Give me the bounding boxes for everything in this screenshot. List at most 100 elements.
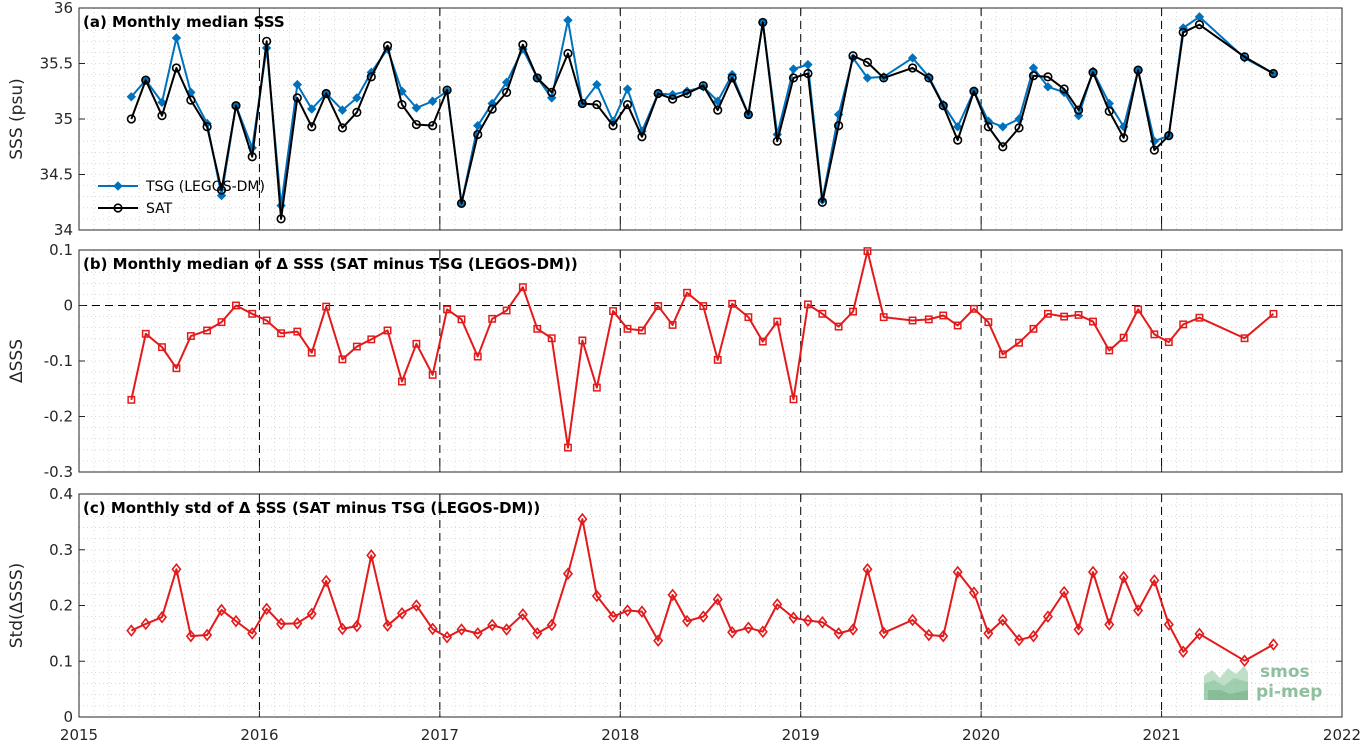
data-point	[1119, 333, 1128, 342]
data-point	[1104, 106, 1114, 116]
y-tick-label: -0.3	[44, 463, 73, 481]
data-point	[727, 625, 738, 639]
legend-item: TSG (LEGOS-DM)	[98, 179, 265, 195]
data-point	[1118, 570, 1129, 584]
data-point	[1269, 309, 1278, 318]
data-point	[1042, 610, 1053, 623]
data-point	[938, 101, 948, 111]
x-axis: 2015 2016 2017 2018 2019 2020 2021 2022	[60, 726, 1361, 744]
data-point	[758, 337, 767, 346]
data-point	[262, 316, 271, 325]
data-point	[457, 315, 466, 324]
data-point	[817, 615, 828, 629]
data-point	[758, 17, 768, 28]
data-point	[849, 307, 857, 316]
data-point	[411, 119, 422, 130]
data-point	[532, 627, 543, 640]
data-point	[983, 122, 993, 132]
panel-title: (c) Monthly std of Δ SSS (SAT minus TSG …	[83, 499, 540, 517]
x-tick-label: 2020	[962, 726, 1000, 744]
data-point	[307, 348, 316, 357]
data-point	[879, 73, 889, 83]
data-point	[337, 123, 348, 133]
data-point	[608, 121, 618, 131]
data-point	[337, 622, 348, 636]
data-point	[712, 593, 723, 606]
logo-line1: smos	[1260, 662, 1310, 682]
panel-title: (a) Monthly median SSS	[83, 13, 285, 31]
data-point	[757, 625, 768, 638]
data-point	[366, 72, 376, 82]
data-point	[472, 627, 483, 640]
data-point	[713, 105, 723, 115]
grid	[79, 250, 1342, 472]
legend-label: TSG (LEGOS-DM)	[145, 179, 265, 195]
data-point	[938, 629, 949, 643]
data-point	[547, 87, 557, 97]
data-point	[998, 350, 1007, 359]
x-tick-label: 2015	[60, 726, 98, 744]
data-point	[789, 395, 798, 404]
data-point	[1060, 312, 1069, 321]
data-point	[1133, 65, 1143, 75]
data-point	[818, 309, 827, 318]
data-point	[217, 318, 226, 327]
data-point	[247, 627, 258, 640]
data-point	[1043, 309, 1052, 318]
data-point	[231, 101, 241, 111]
data-point	[1015, 338, 1023, 347]
data-point	[1240, 334, 1249, 343]
data-point	[442, 630, 453, 644]
data-point	[412, 339, 421, 348]
data-point	[203, 326, 212, 335]
data-point	[127, 395, 136, 404]
data-point	[924, 73, 934, 83]
data-point	[564, 443, 572, 452]
data-point	[998, 122, 1008, 132]
data-point	[501, 77, 512, 88]
data-point	[488, 314, 497, 323]
data-point	[473, 352, 482, 361]
data-point	[1164, 131, 1174, 141]
y-tick-label: 0	[63, 297, 73, 315]
data-point	[1194, 20, 1205, 30]
data-point	[834, 121, 844, 131]
data-point	[577, 98, 587, 109]
data-point	[682, 614, 693, 628]
data-point	[293, 327, 302, 336]
data-point	[443, 305, 452, 314]
data-point	[653, 88, 663, 99]
data-point	[306, 607, 317, 621]
data-point	[743, 109, 753, 120]
data-point	[1239, 52, 1250, 62]
data-point	[698, 81, 708, 91]
data-point	[1028, 629, 1039, 643]
data-point	[230, 614, 241, 628]
x-tick-label: 2017	[421, 726, 459, 744]
data-point	[533, 324, 542, 333]
data-point	[186, 332, 195, 340]
data-point	[622, 604, 633, 617]
data-point	[517, 608, 528, 621]
data-point	[1073, 105, 1084, 115]
data-point	[953, 321, 962, 330]
data-point	[952, 122, 963, 132]
y-tick-label: 0.1	[49, 652, 73, 670]
data-point	[923, 628, 934, 642]
data-point	[247, 152, 257, 162]
data-point	[456, 198, 467, 208]
data-point	[1133, 604, 1144, 617]
data-point	[1268, 638, 1279, 651]
data-point	[969, 86, 979, 96]
data-point	[772, 136, 782, 146]
data-point	[622, 84, 633, 94]
data-point	[1178, 645, 1189, 659]
data-point	[848, 51, 858, 61]
data-point	[216, 603, 227, 617]
data-point	[1149, 145, 1159, 155]
data-point	[668, 94, 678, 104]
data-point	[907, 63, 918, 73]
data-point	[636, 605, 647, 618]
series-line	[130, 21, 1274, 220]
data-point	[998, 142, 1008, 152]
